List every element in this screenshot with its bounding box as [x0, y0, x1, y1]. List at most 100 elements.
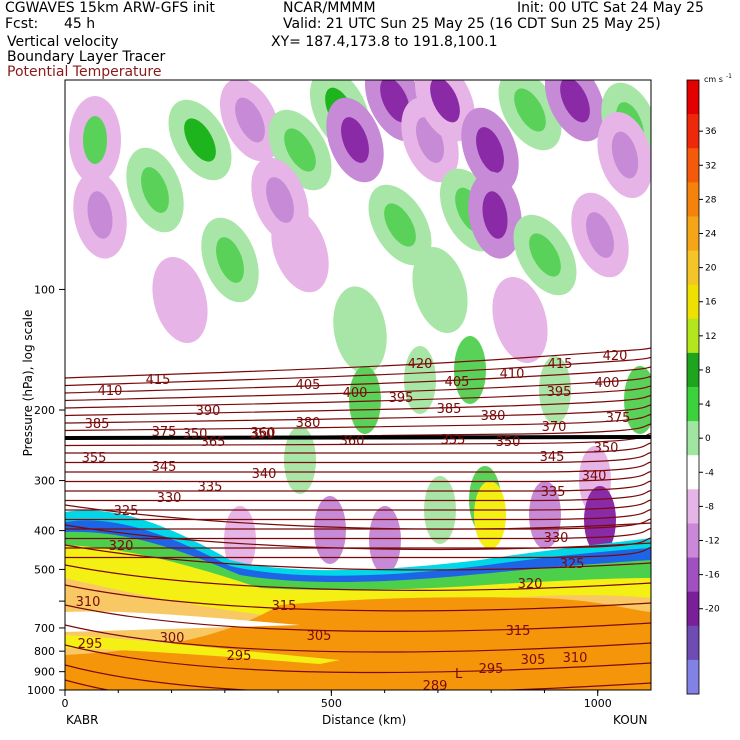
- velocity-blob: [430, 80, 460, 123]
- theta-label: 410: [98, 384, 123, 399]
- theta-label: 330: [157, 491, 182, 506]
- theta-label: 420: [408, 357, 433, 372]
- theta-label: 350: [496, 435, 521, 450]
- theta-label: 320: [109, 539, 134, 554]
- colorbar-label: -12: [705, 537, 720, 547]
- velocity-blob: [476, 127, 504, 173]
- theta-contour: [65, 413, 651, 432]
- velocity-blob: [380, 80, 410, 123]
- colorbar-label: -16: [705, 571, 720, 581]
- theta-label: 320: [518, 577, 543, 592]
- theta-label: 385: [85, 417, 110, 432]
- theta-label: 295: [479, 662, 504, 677]
- theta-contour-low: [65, 664, 651, 690]
- colorbar-frame: [686, 79, 700, 695]
- theta-label: 360: [340, 434, 365, 449]
- y-axis-title: Pressure (hPa), log scale: [21, 309, 35, 457]
- theta-label: 375: [606, 411, 631, 426]
- theta-label: 380: [481, 409, 506, 424]
- theta-label: 395: [389, 391, 414, 406]
- velocity-blob: [369, 506, 401, 574]
- theta-label: 289: [423, 679, 448, 694]
- theta-label: 295: [78, 637, 103, 652]
- x-start-station: KABR: [66, 713, 99, 727]
- velocity-blob: [482, 191, 508, 239]
- colorbar-swatch: [687, 284, 699, 320]
- theta-label: 345: [152, 460, 177, 475]
- x-axis-title: Distance (km): [322, 713, 407, 727]
- y-tick-label: 700: [34, 622, 55, 635]
- y-tick-label: 100: [34, 283, 55, 296]
- theta-label: 395: [547, 385, 572, 400]
- theta-contour: [65, 489, 651, 502]
- theta-label: 335: [198, 480, 223, 495]
- theta-label: 350: [183, 427, 208, 442]
- colorbar-label: -8: [705, 502, 714, 512]
- theta-label: 400: [595, 376, 620, 391]
- velocity-blob: [506, 296, 534, 344]
- theta-label: 400: [343, 386, 368, 401]
- y-tick-label: 200: [34, 404, 55, 417]
- theta-label: 350: [594, 441, 619, 456]
- velocity-blob: [586, 212, 614, 258]
- colorbar-label: 8: [705, 366, 711, 376]
- colorbar-swatch: [687, 182, 699, 217]
- theta-contour-low: [65, 584, 651, 612]
- velocity-blob: [141, 167, 169, 213]
- init-time: Init: 00 UTC Sat 24 May 25: [517, 0, 704, 16]
- colorbar-swatch: [687, 148, 699, 183]
- colorbar-label: 20: [705, 264, 717, 274]
- velocity-blob: [529, 481, 561, 549]
- velocity-blob: [347, 306, 373, 354]
- colorbar-swatch: [687, 489, 699, 524]
- valid-time: Valid: 21 UTC Sun 25 May 25 (16 CDT Sun …: [283, 16, 661, 32]
- theta-contour: [65, 451, 651, 464]
- x-tick-label: 0: [62, 697, 69, 710]
- colorbar-unit: cm s: [704, 75, 723, 84]
- theta-label: 345: [540, 450, 565, 465]
- theta-contour: [65, 385, 651, 409]
- theta-label: 365: [201, 435, 226, 450]
- y-tick-label: 400: [34, 525, 55, 538]
- theta-label: 370: [542, 420, 567, 435]
- x-end-station: KOUN: [613, 713, 648, 727]
- colorbar-swatch: [687, 659, 699, 695]
- velocity-blob: [87, 191, 113, 239]
- theta-contour-low: [65, 564, 651, 591]
- colorbar-label: 12: [705, 332, 716, 342]
- theta-label: 405: [296, 378, 321, 393]
- theta-label: 350: [250, 427, 275, 442]
- theta-contour: [65, 366, 651, 394]
- y-tick-label: 500: [34, 563, 55, 576]
- velocity-blob: [514, 88, 546, 132]
- velocity-blob: [83, 116, 107, 164]
- theta-contour: [65, 347, 651, 379]
- model-title: CGWAVES 15km ARW-GFS init: [5, 0, 215, 16]
- theta-label: 375: [152, 425, 177, 440]
- colorbar-label: 16: [705, 298, 717, 308]
- colorbar-label: 32: [705, 161, 716, 171]
- theta-contour: [65, 404, 651, 424]
- x-tick-label: 500: [321, 697, 342, 710]
- theta-label: 390: [196, 404, 221, 419]
- theta-label: 340: [582, 469, 607, 484]
- theta-label: 335: [541, 485, 566, 500]
- theta-label: 300: [160, 631, 185, 646]
- theta-contour: [65, 394, 651, 417]
- colorbar-swatch: [687, 557, 699, 593]
- colorbar-label: -4: [705, 468, 714, 478]
- y-tick-label: 300: [34, 475, 55, 488]
- theta-contour-low: [65, 504, 651, 530]
- theta-label: 325: [560, 557, 585, 572]
- velocity-blob: [166, 276, 194, 324]
- colorbar-label: 36: [705, 127, 717, 137]
- cross-section-endpoints: XY= 187.4,173.8 to 191.8,100.1: [271, 34, 498, 50]
- source-label: NCAR/MMMM: [283, 0, 376, 16]
- colorbar-swatch: [687, 216, 699, 252]
- velocity-blob: [426, 266, 454, 314]
- theta-contour-low: [65, 524, 651, 551]
- theta-contour: [65, 470, 651, 483]
- theta-label: 325: [114, 504, 139, 519]
